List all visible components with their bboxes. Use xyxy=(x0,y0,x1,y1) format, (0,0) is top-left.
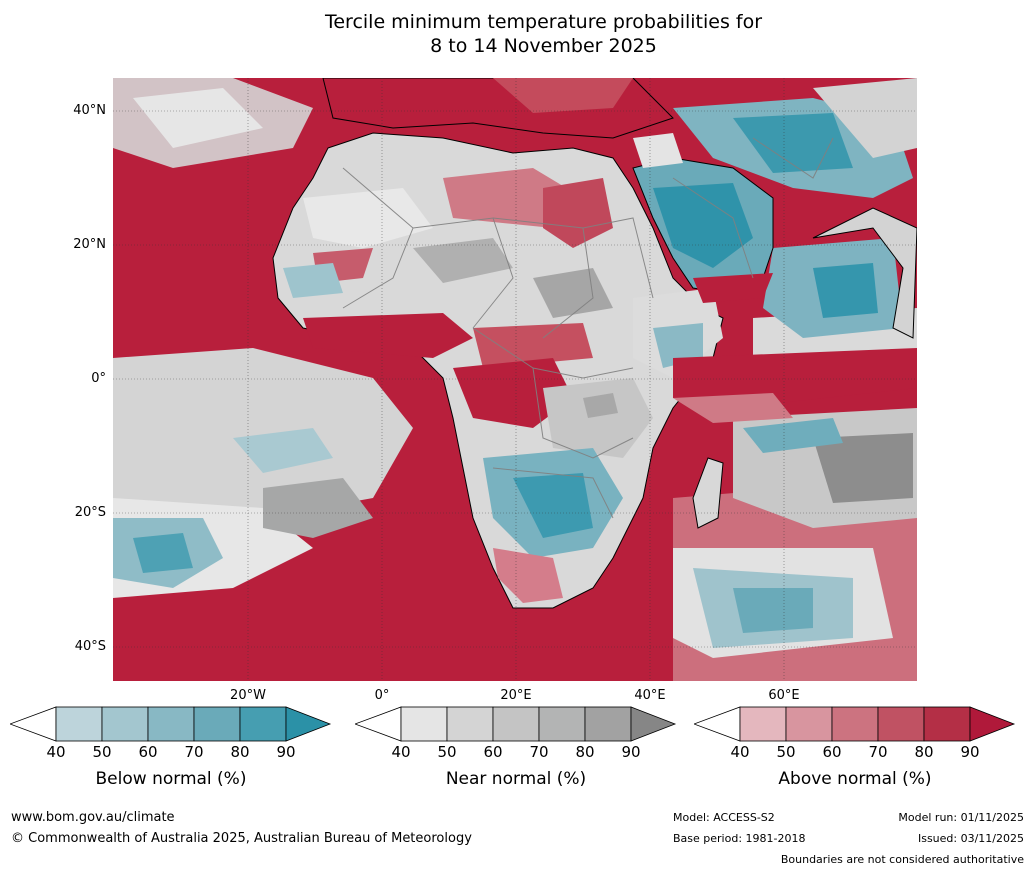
colorbar-above-swatches xyxy=(694,706,1016,742)
near-tick-90: 90 xyxy=(621,743,641,761)
above-tick-40: 40 xyxy=(730,743,750,761)
near-swatch-3 xyxy=(492,706,540,742)
madagascar xyxy=(692,457,724,529)
lon-label-60e: 60°E xyxy=(768,688,800,703)
title-line-2: 8 to 14 November 2025 xyxy=(430,35,657,57)
below-tick-40: 40 xyxy=(46,743,66,761)
above-tick-80: 80 xyxy=(914,743,934,761)
lon-label-40e: 40°E xyxy=(634,688,666,703)
lat-label-40n: 40°N xyxy=(73,103,106,118)
near-swatch-5 xyxy=(584,706,632,742)
near-tick-70: 70 xyxy=(529,743,549,761)
above-tick-90: 90 xyxy=(960,743,980,761)
above-swatch-2 xyxy=(785,706,833,742)
near-swatch-4 xyxy=(538,706,586,742)
above-swatch-under xyxy=(694,706,741,742)
near-swatch-1 xyxy=(400,706,448,742)
near-swatch-under xyxy=(355,706,402,742)
above-swatch-5 xyxy=(923,706,971,742)
probability-map xyxy=(113,78,917,681)
lon-label-20w: 20°W xyxy=(230,688,266,703)
below-tick-60: 60 xyxy=(138,743,158,761)
near-tick-40: 40 xyxy=(391,743,411,761)
country-borders xyxy=(342,137,834,519)
below-tick-70: 70 xyxy=(184,743,204,761)
above-tick-70: 70 xyxy=(868,743,888,761)
above-swatch-4 xyxy=(877,706,925,742)
near-swatch-2 xyxy=(446,706,494,742)
above-tick-50: 50 xyxy=(776,743,796,761)
above-tick-60: 60 xyxy=(822,743,842,761)
boundaries-disclaimer: Boundaries are not considered authoritat… xyxy=(780,853,1024,866)
map-canvas xyxy=(113,78,917,681)
above-normal-label: Above normal (%) xyxy=(778,769,932,789)
below-swatch-2 xyxy=(101,706,149,742)
lat-label-0: 0° xyxy=(91,371,106,386)
colorbar-near: 40 50 60 70 80 90 Near normal (%) xyxy=(355,705,677,795)
base-period: Base period: 1981-2018 xyxy=(673,832,806,845)
colorbar-below-swatches xyxy=(10,706,332,742)
below-tick-50: 50 xyxy=(92,743,112,761)
below-tick-80: 80 xyxy=(230,743,250,761)
above-swatch-over xyxy=(969,706,1016,742)
above-swatch-1 xyxy=(739,706,787,742)
below-normal-label: Below normal (%) xyxy=(95,769,247,789)
near-tick-50: 50 xyxy=(437,743,457,761)
lat-label-20n: 20°N xyxy=(73,237,106,252)
below-swatch-1 xyxy=(55,706,103,742)
near-swatch-over xyxy=(630,706,677,742)
colorbar-near-swatches xyxy=(355,706,677,742)
lat-label-20s: 20°S xyxy=(74,505,106,520)
below-swatch-3 xyxy=(147,706,195,742)
near-normal-label: Near normal (%) xyxy=(445,769,587,789)
chart-title: Tercile minimum temperature probabilitie… xyxy=(0,10,1035,58)
title-line-1: Tercile minimum temperature probabilitie… xyxy=(324,11,763,33)
copyright-notice: © Commonwealth of Australia 2025, Austra… xyxy=(11,831,472,846)
below-swatch-over xyxy=(285,706,332,742)
below-tick-90: 90 xyxy=(276,743,296,761)
near-tick-80: 80 xyxy=(575,743,595,761)
below-swatch-5 xyxy=(239,706,287,742)
above-swatch-3 xyxy=(831,706,879,742)
below-swatch-under xyxy=(10,706,57,742)
model-name: Model: ACCESS-S2 xyxy=(673,811,775,824)
colorbar-above: 40 50 60 70 80 90 Above normal (%) xyxy=(694,705,1016,795)
near-tick-60: 60 xyxy=(483,743,503,761)
issued-date: Issued: 03/11/2025 xyxy=(917,832,1024,845)
colorbar-below: 40 50 60 70 80 90 Below normal (%) xyxy=(10,705,332,795)
lon-label-0: 0° xyxy=(374,688,390,703)
lon-label-20e: 20°E xyxy=(500,688,532,703)
website-link[interactable]: www.bom.gov.au/climate xyxy=(11,810,175,825)
lat-label-40s: 40°S xyxy=(74,639,106,654)
below-swatch-4 xyxy=(193,706,241,742)
model-run-date: Model run: 01/11/2025 xyxy=(898,811,1024,824)
graticule xyxy=(113,78,917,681)
